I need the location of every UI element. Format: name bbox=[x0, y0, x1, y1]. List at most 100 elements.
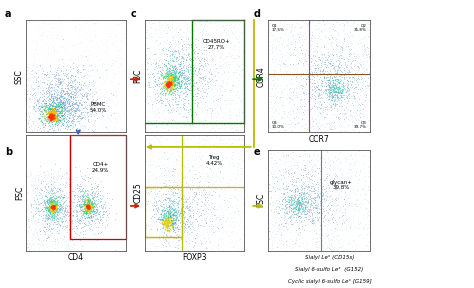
Point bbox=[171, 166, 179, 171]
Point bbox=[166, 88, 173, 92]
Point bbox=[50, 204, 58, 208]
Point bbox=[306, 205, 314, 209]
Point bbox=[67, 189, 74, 194]
Point bbox=[34, 91, 42, 96]
Point bbox=[86, 198, 93, 203]
Point bbox=[309, 221, 316, 225]
Point bbox=[90, 205, 98, 209]
Point bbox=[351, 179, 358, 183]
Point bbox=[29, 69, 36, 73]
Point bbox=[36, 104, 44, 108]
Point bbox=[169, 117, 177, 121]
Point bbox=[73, 89, 81, 94]
Point bbox=[85, 205, 92, 210]
Point bbox=[61, 198, 69, 203]
Point bbox=[121, 26, 129, 30]
Point bbox=[29, 79, 36, 83]
Point bbox=[151, 79, 158, 83]
Point bbox=[307, 203, 314, 208]
Point bbox=[47, 42, 55, 46]
Point bbox=[94, 109, 102, 114]
Point bbox=[198, 123, 206, 128]
Point bbox=[169, 203, 177, 207]
Point bbox=[281, 228, 289, 233]
Point bbox=[29, 232, 37, 236]
Point bbox=[292, 114, 300, 119]
Point bbox=[168, 107, 175, 111]
Point bbox=[159, 67, 167, 72]
Point bbox=[46, 96, 54, 101]
Point bbox=[49, 113, 57, 118]
Point bbox=[298, 192, 305, 196]
Point bbox=[52, 205, 59, 210]
Point bbox=[315, 55, 323, 59]
Point bbox=[328, 82, 336, 86]
Point bbox=[352, 118, 360, 123]
Point bbox=[154, 81, 161, 86]
Point bbox=[183, 92, 191, 97]
Point bbox=[165, 67, 173, 72]
Point bbox=[344, 72, 351, 77]
Point bbox=[53, 84, 61, 89]
Point bbox=[175, 223, 182, 228]
Point bbox=[71, 86, 79, 91]
Point bbox=[213, 225, 220, 229]
Point bbox=[146, 170, 153, 174]
Point bbox=[232, 117, 240, 122]
Point bbox=[116, 117, 123, 122]
Point bbox=[301, 199, 308, 204]
Point bbox=[60, 117, 68, 121]
Point bbox=[345, 57, 352, 62]
Point bbox=[154, 43, 161, 47]
Point bbox=[53, 202, 61, 206]
Point bbox=[114, 115, 121, 119]
Point bbox=[267, 195, 274, 200]
Point bbox=[43, 206, 51, 211]
Point bbox=[182, 78, 190, 83]
Point bbox=[326, 90, 334, 94]
Point bbox=[313, 166, 320, 170]
Point bbox=[305, 26, 313, 31]
Point bbox=[300, 187, 308, 192]
Point bbox=[154, 217, 162, 221]
Point bbox=[58, 122, 66, 127]
Point bbox=[56, 104, 64, 109]
Point bbox=[283, 153, 290, 157]
Point bbox=[46, 203, 53, 208]
Point bbox=[320, 28, 328, 32]
Point bbox=[53, 121, 61, 125]
Point bbox=[32, 126, 39, 130]
Point bbox=[53, 107, 61, 112]
Point bbox=[164, 221, 172, 226]
Point bbox=[170, 69, 177, 73]
Point bbox=[327, 98, 335, 103]
Point bbox=[169, 200, 176, 204]
Point bbox=[42, 186, 49, 190]
Point bbox=[158, 208, 166, 212]
Point bbox=[66, 103, 73, 107]
Point bbox=[184, 217, 191, 221]
Point bbox=[177, 171, 185, 175]
Point bbox=[35, 28, 42, 33]
Point bbox=[277, 105, 285, 110]
Point bbox=[51, 204, 58, 208]
Point bbox=[183, 206, 191, 211]
Point bbox=[294, 50, 302, 54]
Point bbox=[182, 18, 190, 23]
Point bbox=[87, 215, 95, 219]
Point bbox=[346, 113, 354, 118]
Point bbox=[322, 88, 330, 93]
Point bbox=[337, 84, 345, 88]
Point bbox=[94, 212, 102, 217]
Point bbox=[334, 57, 341, 62]
Point bbox=[60, 105, 68, 109]
Point bbox=[31, 179, 38, 183]
Point bbox=[186, 213, 193, 217]
Point bbox=[86, 203, 93, 208]
Point bbox=[77, 57, 85, 61]
Point bbox=[265, 51, 273, 55]
Point bbox=[309, 213, 316, 218]
Point bbox=[353, 77, 361, 82]
Point bbox=[324, 65, 332, 70]
Point bbox=[332, 84, 340, 88]
